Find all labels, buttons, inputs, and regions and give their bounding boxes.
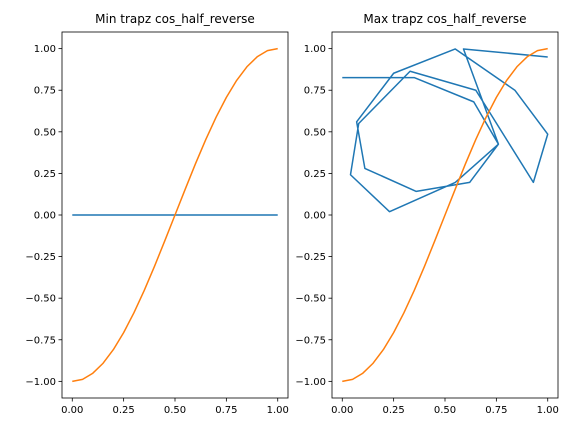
max-series-line-0 <box>342 48 549 213</box>
min-trapz-panel: 0.00 0.25 0.50 0.75 1.00 −1.00 −0.75 −0.50 −0.25… <box>25 12 289 416</box>
max-y-tick-label: 0.25 <box>304 169 326 180</box>
max-y-tick-label: 0.75 <box>304 86 326 97</box>
min-x-tick-label: 0.75 <box>215 405 237 416</box>
max-y-tick-label: −0.25 <box>295 252 326 263</box>
max-x-tick-label: 0.00 <box>331 405 353 416</box>
min-x-tick-label: 0.00 <box>61 405 83 416</box>
min-x-tick-label: 1.00 <box>267 405 289 416</box>
max-y-tick-label: −0.75 <box>295 335 326 346</box>
min-y-tick-label: 0.00 <box>34 211 56 222</box>
max-x-tick-label: 0.25 <box>383 405 405 416</box>
max-y-tick-label: 0.00 <box>304 211 326 222</box>
min-y-tick-label: −0.75 <box>25 335 56 346</box>
min-y-tick-label: 0.25 <box>34 169 56 180</box>
max-series-line-1 <box>342 47 548 383</box>
max-x-tick-label: 0.75 <box>485 405 507 416</box>
min-x-tick-label: 0.50 <box>164 405 186 416</box>
min-y-tick-label: 0.75 <box>34 86 56 97</box>
max-y-tick-label: 1.00 <box>304 44 326 55</box>
max-trapz-panel: 0.00 0.25 0.50 0.75 1.00 −1.00 −0.75 −0.50 −0.25… <box>295 12 559 416</box>
max-y-tick-label: 0.50 <box>304 127 326 138</box>
max-y-tick-label: −1.00 <box>295 377 326 388</box>
min-y-tick-label: −0.50 <box>25 294 56 305</box>
min-y-tick-label: 0.50 <box>34 127 56 138</box>
min-y-tick-label: −0.25 <box>25 252 56 263</box>
max-chart-title: Max trapz cos_half_reverse <box>363 12 526 26</box>
min-chart-title: Min trapz cos_half_reverse <box>95 12 255 26</box>
min-y-tick-label: −1.00 <box>25 377 56 388</box>
max-x-tick-label: 1.00 <box>537 405 559 416</box>
min-x-tick-label: 0.25 <box>113 405 135 416</box>
min-y-tick-label: 1.00 <box>34 44 56 55</box>
max-y-tick-label: −0.50 <box>295 294 326 305</box>
min-series-line-1 <box>72 47 278 383</box>
max-x-tick-label: 0.50 <box>434 405 456 416</box>
